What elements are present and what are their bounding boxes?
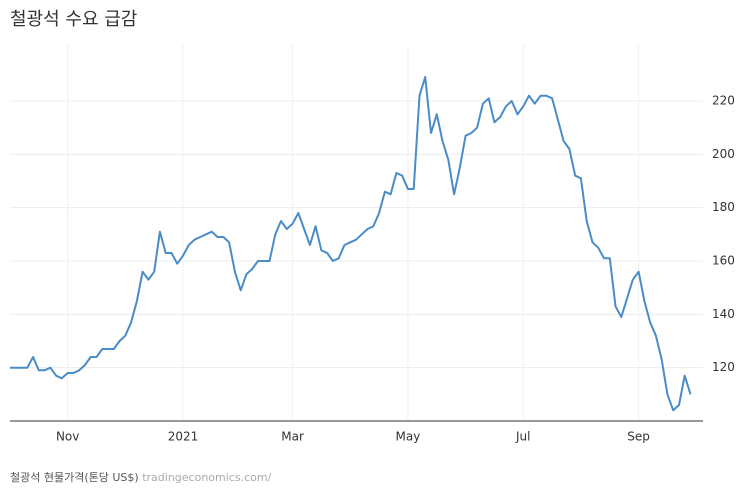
y-tick-label: 200 (712, 147, 735, 161)
source: 철광석 현물가격(톤당 US$) tradingeconomics.com/ (10, 471, 272, 484)
x-tick-label: Jul (515, 430, 530, 444)
y-tick-label: 160 (712, 254, 735, 268)
y-tick-label: 120 (712, 360, 735, 374)
source-site: tradingeconomics.com/ (142, 471, 271, 484)
chart-title: 철광석 수요 급감 (10, 9, 137, 30)
x-tick-label: May (396, 430, 421, 444)
y-tick-label: 220 (712, 94, 735, 108)
source-label: 철광석 현물가격(톤당 US$) (10, 471, 139, 484)
x-tick-label: Sep (627, 430, 650, 444)
x-tick-label: 2021 (168, 430, 199, 444)
x-tick-label: Nov (56, 430, 79, 444)
line-series (10, 76, 692, 412)
y-tick-label: 140 (712, 307, 735, 321)
x-tick-label: Mar (281, 430, 304, 444)
y-tick-label: 180 (712, 200, 735, 214)
